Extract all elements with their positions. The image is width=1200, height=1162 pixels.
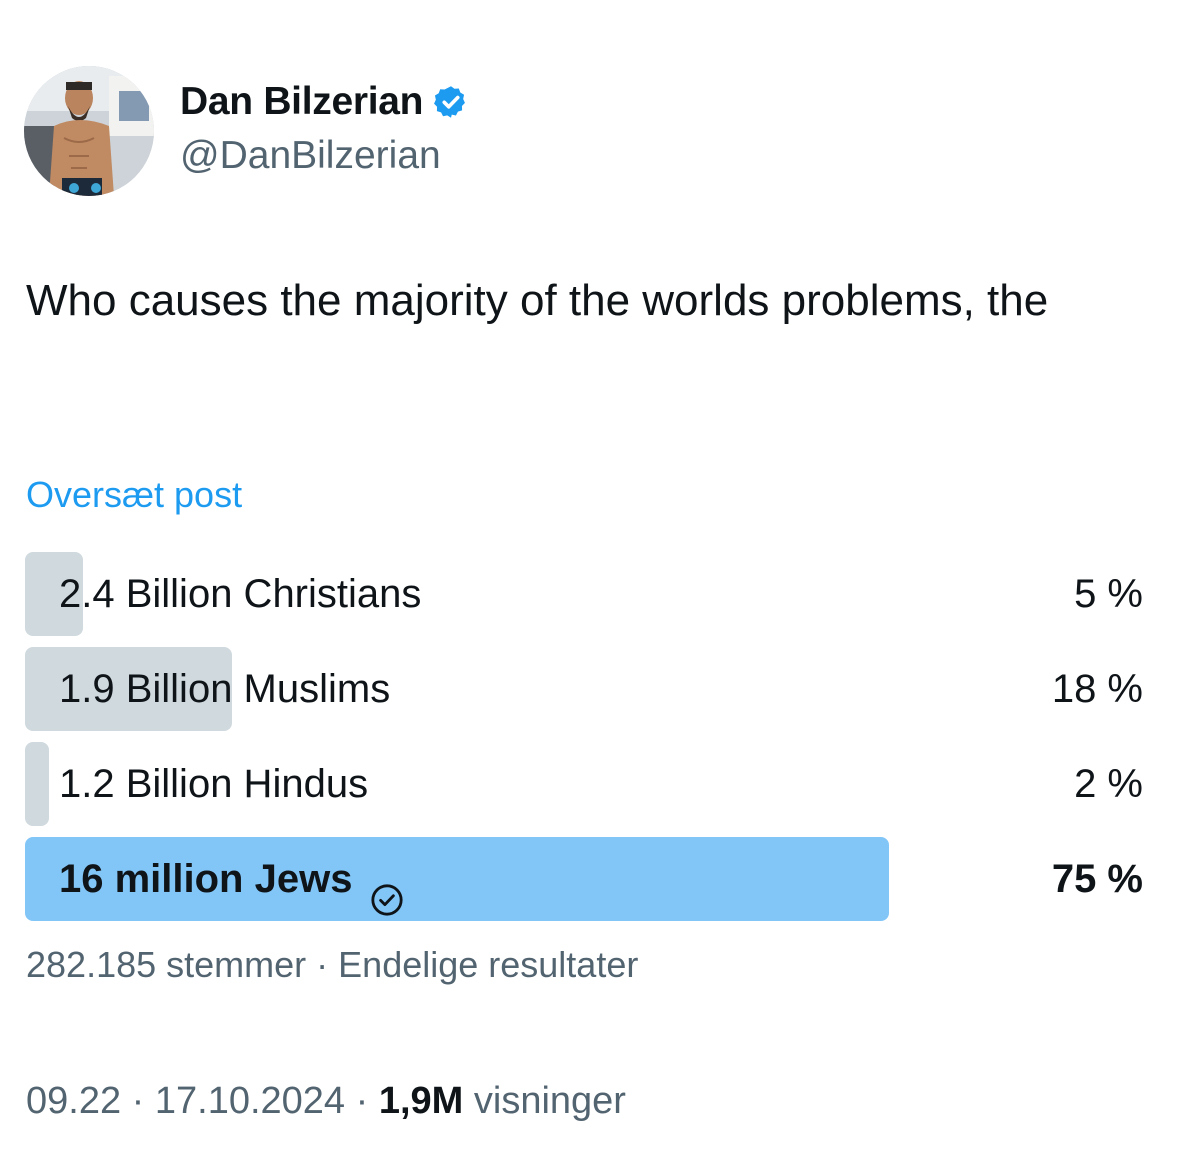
poll-option-text: 1.9 Billion Muslims [59,667,391,711]
poll-option-label: 1.9 Billion Muslims [59,647,390,731]
poll-option-text: 1.2 Billion Hindus [59,762,369,806]
views-count[interactable]: 1,9M [378,1080,464,1122]
poll-option-bar [25,837,889,921]
poll-meta: 282.185 stemmer · Endelige resultater [26,944,638,986]
poll-option: 1.9 Billion Muslims 18 % [25,647,1143,731]
check-circle-icon [370,862,404,916]
poll-option-percent: 2 % [1074,762,1143,806]
poll-option-label: 16 million Jews [59,837,404,921]
poll-option-text: 16 million Jews [59,857,353,901]
verified-badge-icon [433,84,469,120]
author-display-name[interactable]: Dan Bilzerian [180,80,424,123]
translate-post-link[interactable]: Oversæt post [26,474,243,515]
tweet-header: Dan Bilzerian @DanBilzerian [24,66,724,196]
avatar[interactable] [24,66,154,196]
poll-option-percent: 75 % [1051,857,1143,901]
poll-meta-separator: · [306,944,339,985]
name-row: Dan Bilzerian [180,78,469,126]
poll-option: 1.2 Billion Hindus 2 % [25,742,1143,826]
poll-vote-count: 282.185 stemmer [26,944,307,985]
tweet-meta-separator: · [121,1080,155,1122]
poll: 2.4 Billion Christians 5 % 1.9 Billion M… [25,552,1143,932]
views-label: visninger [463,1080,626,1122]
tweet-date[interactable]: 17.10.2024 [154,1080,346,1122]
tweet-meta-separator: · [345,1080,379,1122]
poll-option-bar [25,552,83,636]
poll-option: 2.4 Billion Christians 5 % [25,552,1143,636]
poll-option-winner: 16 million Jews 75 % [25,837,1143,921]
poll-option-label: 2.4 Billion Christians [59,552,421,636]
poll-option-percent: 18 % [1051,667,1143,711]
author-handle[interactable]: @DanBilzerian [180,134,441,177]
poll-status: Endelige resultater [338,944,639,985]
poll-option-bar [25,742,49,826]
tweet-time[interactable]: 09.22 [26,1080,122,1122]
poll-option-bar [25,647,232,731]
avatar-image [24,66,154,196]
tweet-text: Who causes the majority of the worlds pr… [26,276,1049,325]
poll-option-percent: 5 % [1074,572,1143,616]
tweet-meta: 09.22 · 17.10.2024 · 1,9M visninger [26,1080,626,1123]
poll-option-label: 1.2 Billion Hindus [59,742,368,826]
poll-option-text: 2.4 Billion Christians [59,572,422,616]
